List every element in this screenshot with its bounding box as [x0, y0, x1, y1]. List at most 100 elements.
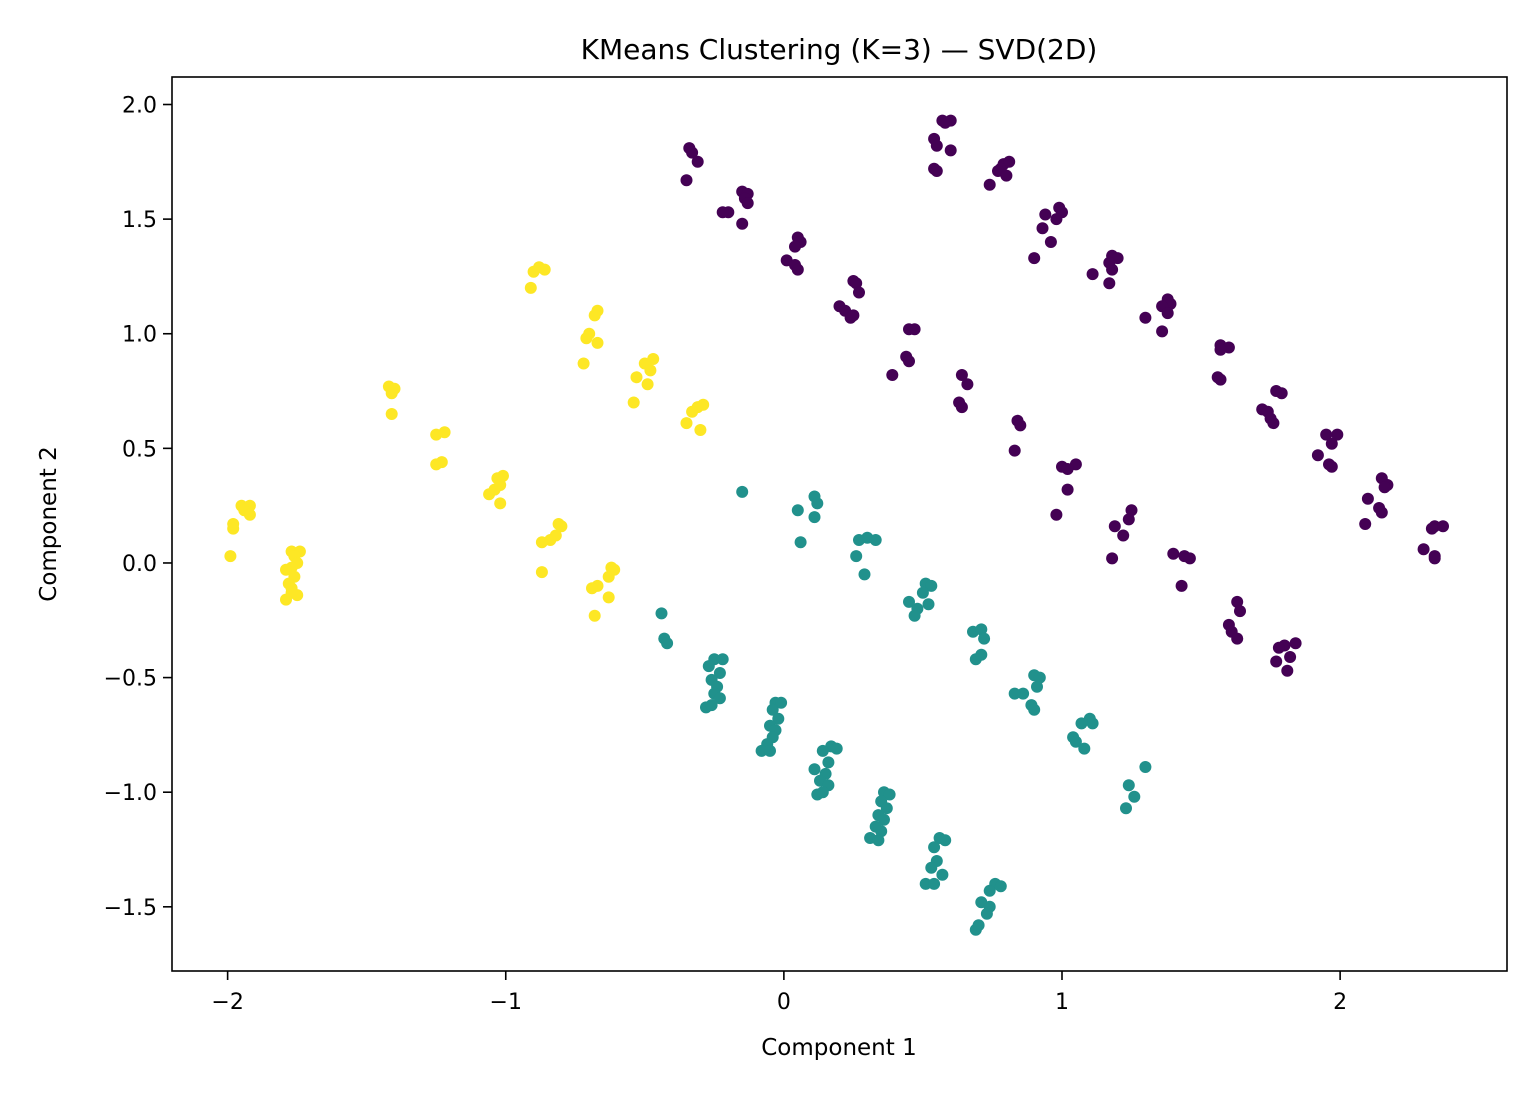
cluster-0-point — [1231, 595, 1244, 608]
x-axis: −2 −1 0 1 2 — [211, 971, 1347, 1015]
cluster-2-point — [588, 609, 601, 622]
cluster-1-point — [1078, 742, 1091, 755]
cluster-1-point — [975, 623, 988, 636]
cluster-0-point — [1003, 155, 1016, 168]
cluster-1-point — [908, 609, 921, 622]
cluster-1-point — [980, 907, 993, 920]
cluster-1-point — [775, 696, 788, 709]
cluster-0-point — [939, 116, 952, 129]
cluster-0-point — [1000, 169, 1013, 182]
cluster-0-point — [791, 263, 804, 276]
cluster-0-point — [1161, 307, 1174, 320]
cluster-1-point — [928, 877, 941, 890]
cluster-0-point — [847, 309, 860, 322]
cluster-2-point — [644, 364, 657, 377]
cluster-2-point — [385, 408, 398, 420]
cluster-0-point — [736, 217, 749, 230]
cluster-0-point — [930, 165, 943, 177]
cluster-0-point — [1264, 412, 1277, 425]
cluster-1-point — [925, 861, 938, 874]
cluster-1-point — [661, 637, 674, 650]
cluster-1-point — [766, 703, 779, 716]
cluster-2-point — [591, 336, 604, 349]
cluster-0-point — [1028, 252, 1041, 265]
cluster-1-point — [830, 742, 843, 755]
cluster-1-point — [736, 485, 749, 498]
cluster-0-point — [1270, 655, 1283, 668]
cluster-0-point — [1289, 637, 1302, 650]
cluster-1-point — [702, 660, 715, 673]
cluster-0-point — [1275, 387, 1288, 400]
cluster-0-point — [955, 369, 968, 381]
y-tick-label: 0.0 — [122, 552, 157, 577]
cluster-0-point — [1234, 605, 1246, 618]
cluster-0-point — [1325, 437, 1338, 450]
cluster-0-point — [789, 240, 801, 253]
cluster-0-point — [1125, 504, 1138, 517]
cluster-0-point — [1375, 506, 1388, 519]
y-tick-label: −1.0 — [104, 781, 157, 806]
cluster-1-point — [928, 841, 941, 854]
cluster-1-point — [875, 825, 888, 838]
cluster-2-point — [494, 479, 507, 491]
cluster-2-point — [224, 550, 237, 563]
cluster-0-point — [1311, 449, 1324, 462]
cluster-0-point — [903, 355, 915, 368]
cluster-0-point — [1039, 208, 1052, 221]
chart-title: KMeans Clustering (K=3) — SVD(2D) — [581, 33, 1098, 66]
y-axis-label: Component 2 — [36, 446, 62, 601]
cluster-1-point — [772, 712, 785, 725]
cluster-2-point — [430, 458, 443, 471]
cluster-0-point — [1417, 543, 1430, 556]
cluster-0-point — [886, 369, 899, 381]
y-tick-label: −0.5 — [104, 667, 157, 692]
cluster-0-point — [1167, 547, 1180, 560]
cluster-0-point — [1156, 325, 1169, 338]
cluster-0-point — [716, 206, 729, 219]
cluster-0-point — [1284, 651, 1297, 663]
cluster-1-point — [869, 534, 882, 546]
cluster-0-point — [1061, 483, 1074, 496]
cluster-0-point — [1361, 492, 1374, 505]
cluster-1-point — [811, 497, 824, 510]
cluster-0-point — [680, 174, 693, 187]
cluster-0-point — [1272, 641, 1285, 654]
cluster-1-point — [794, 536, 807, 549]
cluster-2-point — [555, 520, 568, 533]
y-tick-label: −1.5 — [104, 896, 157, 921]
cluster-1-point — [1017, 687, 1030, 700]
cluster-2-point — [527, 265, 540, 278]
cluster-0-point — [1036, 222, 1049, 235]
cluster-1-point — [880, 802, 893, 815]
cluster-1-point — [808, 511, 821, 524]
y-axis: −1.5 −1.0 −0.5 0.0 0.5 1.0 1.5 2.0 — [104, 94, 172, 921]
y-tick-label: 1.5 — [122, 208, 157, 233]
x-tick-label: 2 — [1333, 990, 1347, 1015]
cluster-2-point — [627, 396, 640, 409]
y-tick-label: 0.5 — [122, 437, 157, 462]
cluster-1-point — [853, 534, 865, 546]
cluster-0-point — [1044, 236, 1057, 248]
cluster-2-point — [385, 387, 398, 400]
cluster-1-point — [705, 699, 718, 712]
cluster-0-point — [741, 197, 754, 210]
cluster-0-point — [983, 178, 996, 191]
cluster-0-point — [908, 323, 921, 336]
cluster-0-point — [1108, 520, 1121, 533]
cluster-1-point — [975, 648, 988, 661]
cluster-2-point — [535, 536, 548, 549]
cluster-0-point — [1183, 552, 1196, 565]
cluster-1-point — [713, 667, 726, 679]
cluster-0-point — [1175, 579, 1188, 592]
cluster-1-point — [816, 786, 829, 799]
cluster-0-point — [961, 378, 974, 391]
cluster-0-point — [1331, 428, 1344, 441]
y-tick-label: 2.0 — [122, 94, 157, 119]
cluster-2-point — [285, 586, 298, 599]
x-tick-label: −1 — [490, 990, 522, 1015]
cluster-2-point — [494, 497, 507, 510]
cluster-2-point — [680, 417, 693, 430]
cluster-1-point — [916, 586, 929, 599]
cluster-1-point — [919, 877, 932, 890]
